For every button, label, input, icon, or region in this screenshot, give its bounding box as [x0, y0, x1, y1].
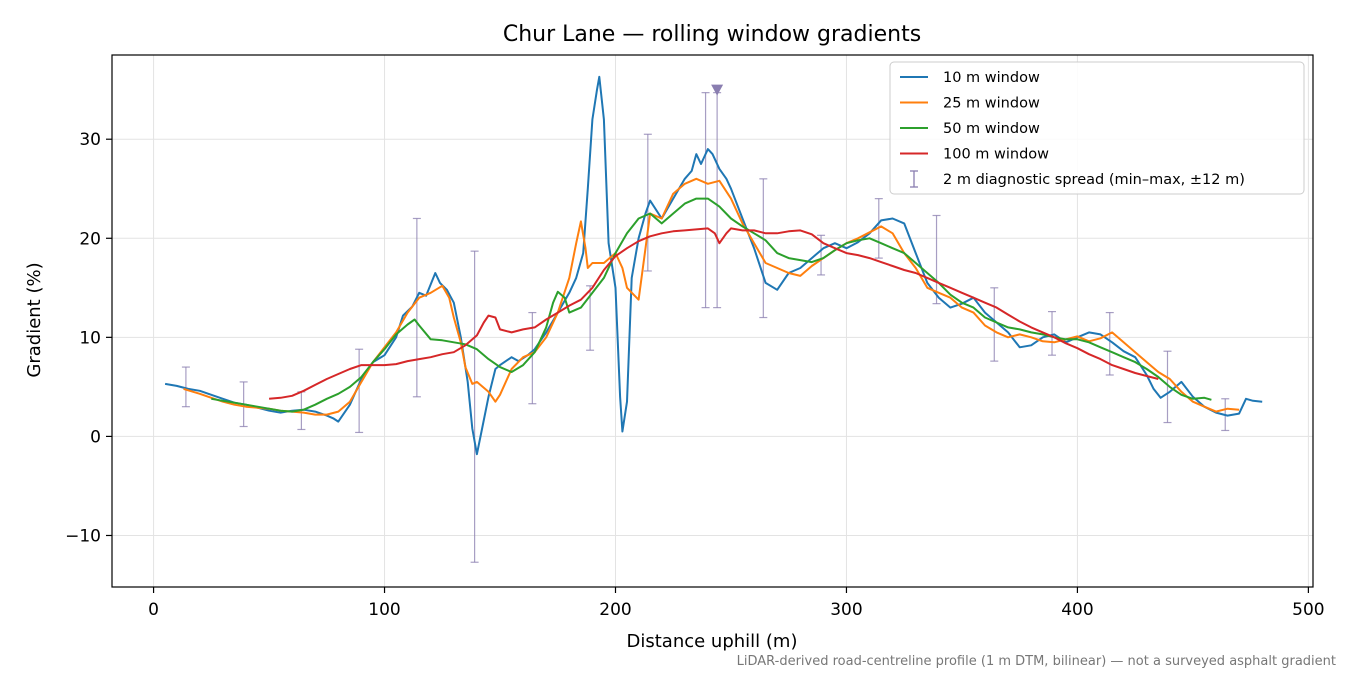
y-axis-label: Gradient (%) — [24, 262, 45, 377]
x-tick-label: 300 — [830, 600, 862, 620]
errorbar — [932, 214, 941, 305]
legend-label: 100 m window — [943, 147, 1049, 163]
errorbar — [990, 287, 999, 362]
x-tick-label: 0 — [148, 600, 159, 620]
y-tick-label: 0 — [90, 427, 101, 447]
x-tick-label: 100 — [368, 600, 400, 620]
errorbar — [470, 250, 479, 563]
errorbar — [1048, 310, 1057, 356]
x-tick-label: 200 — [599, 600, 631, 620]
plot-area-frame — [111, 54, 1314, 588]
legend-label: 2 m diagnostic spread (min–max, ±12 m) — [943, 172, 1245, 188]
legend-label: 10 m window — [943, 70, 1040, 86]
axis-ticks: 0 100 200 300 400 500 −10 0 10 20 30 — [65, 130, 1324, 620]
errorbar — [181, 366, 190, 408]
errorbar — [1163, 350, 1172, 424]
errorbar — [759, 178, 768, 319]
marker-group — [711, 84, 724, 96]
x-axis-label: Distance uphill (m) — [627, 631, 798, 652]
errorbar — [701, 92, 710, 309]
legend: 10 m window 25 m window 50 m window 100 m w… — [889, 61, 1305, 195]
errorbar — [412, 217, 421, 398]
x-tick-label: 400 — [1061, 600, 1093, 620]
legend-label: 50 m window — [943, 121, 1040, 137]
x-tick-label: 500 — [1292, 600, 1324, 620]
y-tick-label: 30 — [79, 130, 101, 150]
peak-marker — [711, 84, 724, 96]
errorbar — [643, 133, 652, 272]
chart-title: Chur Lane — rolling window gradients — [503, 22, 921, 47]
series-line-4 — [269, 227, 1159, 400]
y-tick-label: 20 — [79, 229, 101, 249]
y-tick-label: −10 — [65, 526, 101, 546]
series-line-1 — [164, 75, 1263, 456]
footnote: LiDAR-derived road-centreline profile (1… — [737, 654, 1336, 669]
errorbar — [355, 348, 364, 434]
y-tick-label: 10 — [79, 328, 101, 348]
legend-label: 25 m window — [943, 96, 1040, 112]
series-group — [164, 75, 1263, 456]
series-line-3 — [211, 197, 1212, 413]
legend-box — [889, 61, 1305, 195]
